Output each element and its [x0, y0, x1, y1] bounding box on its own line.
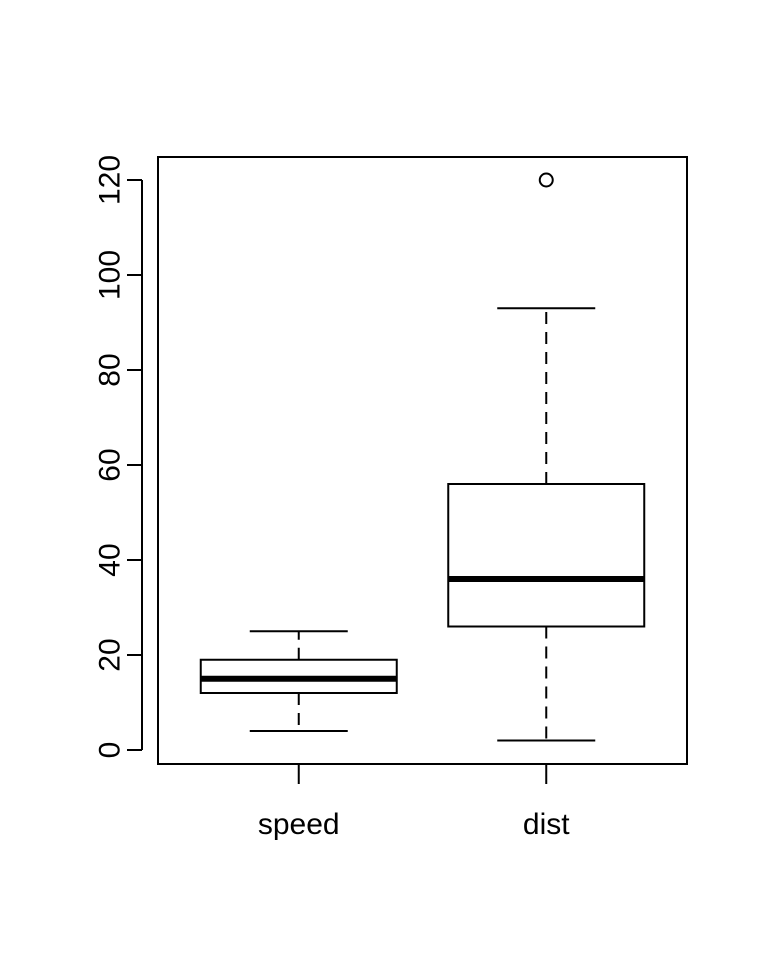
y-tick-label: 40 — [94, 543, 127, 576]
plot-frame — [157, 156, 688, 765]
y-tick-label: 100 — [94, 250, 127, 300]
x-axis: speed dist — [258, 764, 570, 841]
y-axis: 0 20 40 60 80 100 120 — [94, 155, 142, 759]
iqr-box — [447, 483, 646, 628]
y-tick-label: 80 — [94, 353, 127, 386]
y-tick-label: 120 — [94, 155, 127, 205]
x-tick-label-dist: dist — [523, 808, 570, 841]
x-tick-label-speed: speed — [258, 808, 340, 841]
box-speed — [199, 630, 398, 732]
boxes — [199, 172, 646, 742]
y-tick-label: 0 — [94, 742, 127, 759]
y-tick-label: 60 — [94, 448, 127, 481]
outlier-point — [538, 172, 554, 188]
y-tick-label: 20 — [94, 638, 127, 671]
box-dist — [447, 172, 646, 742]
